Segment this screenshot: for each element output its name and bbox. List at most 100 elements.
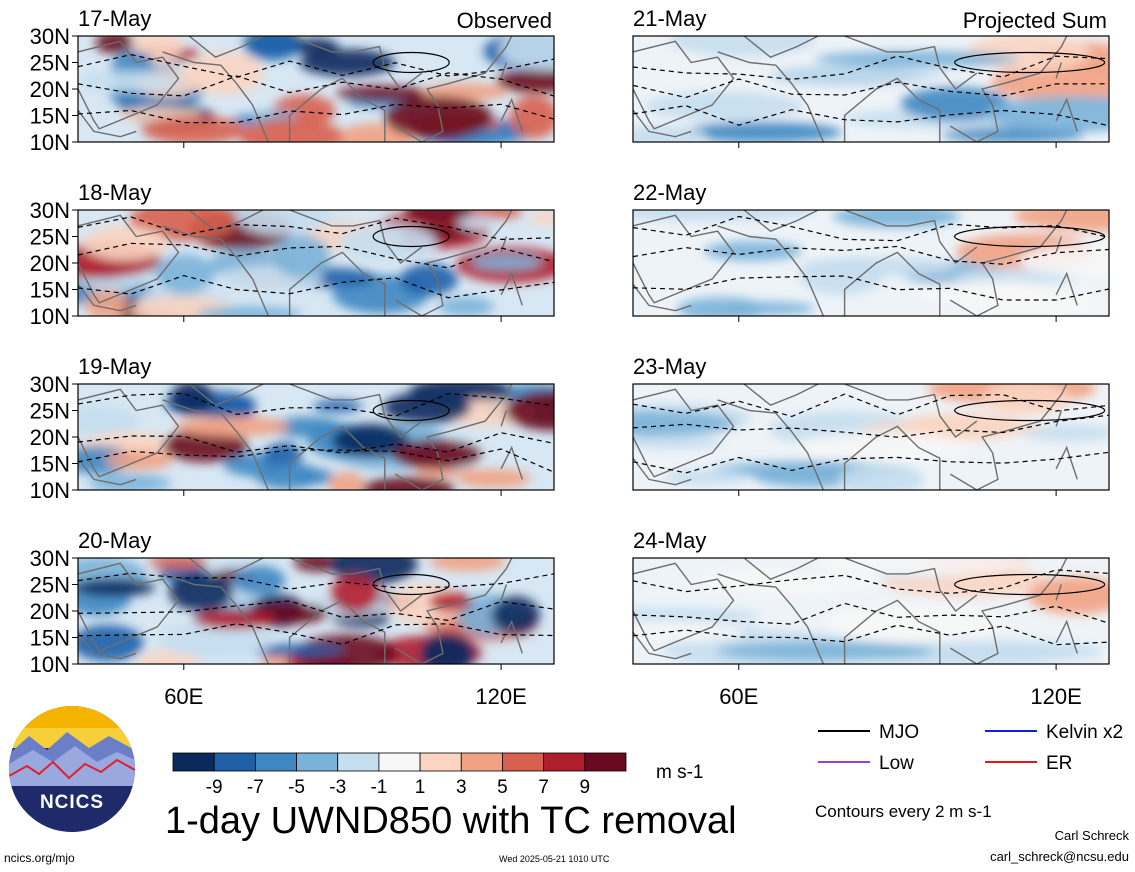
legend-label: Low <box>879 753 914 774</box>
mjo-contour <box>954 399 1106 422</box>
wind-anomaly-blob <box>294 634 398 664</box>
wind-anomaly-blob <box>78 624 144 662</box>
y-tick-label: 10N <box>30 130 70 155</box>
wind-anomaly-blob <box>983 384 1071 415</box>
colorbar-tick-label: -1 <box>370 777 387 798</box>
panel-date: 18-May <box>78 180 151 205</box>
wind-anomaly-blob <box>399 263 458 296</box>
legend: MJO Kelvin x2 Low ER <box>818 722 1123 774</box>
wind-anomaly-blob <box>331 423 410 458</box>
wind-anomaly-blob <box>633 410 736 437</box>
contours <box>633 569 1109 646</box>
site-url: ncics.org/mjo <box>4 851 75 865</box>
wind-anomaly-blob <box>438 297 494 316</box>
wind-anomaly-blob <box>491 596 540 635</box>
coastlines <box>78 36 523 142</box>
y-tick-label: 15N <box>30 104 70 129</box>
coastlines <box>633 558 1078 664</box>
wind-anomaly-blob <box>420 632 475 664</box>
wind-anomaly-blob <box>383 391 471 424</box>
y-tick-label: 10N <box>30 478 70 503</box>
map-panel: 24-May <box>632 528 1110 670</box>
wind-anomaly-blob <box>633 125 707 142</box>
y-tick-label: 30N <box>30 546 70 571</box>
colorbar-swatch <box>296 752 339 772</box>
wind-anomaly-blob <box>499 36 554 71</box>
wind-anomaly-blob <box>162 429 248 463</box>
mjo-contour <box>372 399 450 422</box>
wind-anomaly-blob <box>328 471 366 490</box>
legend-label: Kelvin x2 <box>1046 722 1123 743</box>
wind-anomaly-blob <box>669 36 817 57</box>
units-label: m s-1 <box>656 762 704 783</box>
colorbar-swatch <box>213 752 256 772</box>
timestamp: Wed 2025-05-21 1010 UTC <box>499 854 610 864</box>
wind-anomaly-blob <box>470 254 543 270</box>
panel-frame <box>632 35 1110 143</box>
coastlines <box>633 210 1078 316</box>
colorbar-swatch <box>543 752 586 772</box>
wind-anomaly-blob <box>644 91 804 121</box>
map-panel: 21-May <box>632 6 1110 148</box>
wind-anomaly-blob <box>232 565 286 596</box>
wind-anomaly-blob <box>633 435 724 450</box>
wind-anomaly-blob <box>330 574 379 613</box>
contours <box>78 216 554 299</box>
wind-anomaly-blob <box>293 558 342 572</box>
colorbar-swatch <box>254 752 297 772</box>
wind-anomaly-blob <box>336 85 430 101</box>
x-tick-label: 60E <box>164 684 203 709</box>
wind-anomaly-blob <box>246 36 301 58</box>
y-tick-label: 20N <box>30 77 70 102</box>
colorbar-swatch <box>337 752 380 772</box>
y-tick-label: 25N <box>30 573 70 598</box>
y-tick-label: 30N <box>30 24 70 49</box>
logo-text: NCICS <box>39 792 105 813</box>
wind-anomaly-blob <box>202 396 256 422</box>
y-tick-label: 30N <box>30 372 70 397</box>
wind-anomaly-blob <box>312 400 363 413</box>
mountain-logo-icon <box>9 706 135 832</box>
wind-anomaly-blob <box>703 241 803 261</box>
wind-anomaly-blob <box>78 71 181 92</box>
y-tick-label: 15N <box>30 278 70 303</box>
wind-anomaly-blob <box>234 210 331 236</box>
wind-anomaly-blob <box>81 226 169 262</box>
wind-anomaly-blob <box>838 464 924 490</box>
wind-anomaly-blob <box>985 95 1109 133</box>
contours <box>78 51 554 124</box>
coastlines <box>633 36 1078 142</box>
wind-anomaly-blob <box>795 431 972 461</box>
mjo-contour <box>954 573 1106 596</box>
author-name: Carl Schreck <box>1054 828 1129 843</box>
legend-label: MJO <box>879 722 919 743</box>
wind-anomaly-blob <box>148 558 208 570</box>
mjo-contour <box>954 225 1106 248</box>
wind-anomaly-blob <box>528 211 554 226</box>
wind-anomaly-blob <box>158 621 273 659</box>
colorbar-tick-label: 3 <box>456 777 467 798</box>
wind-anomaly-blob <box>78 405 140 435</box>
wind-anomaly-blob <box>299 49 396 77</box>
wind-anomaly-blob <box>457 469 531 489</box>
wind-anomaly-blob <box>900 87 1011 121</box>
wind-anomaly-blob <box>716 641 933 661</box>
wind-anomaly-blob <box>154 254 215 293</box>
contour-note: Contours every 2 m s-1 <box>815 802 992 821</box>
coastlines <box>78 210 523 316</box>
colorbar-tick-label: -5 <box>288 777 305 798</box>
colorbar-tick-label: 7 <box>538 777 549 798</box>
wind-anomaly-blob <box>824 603 1005 644</box>
panel-grid: Observed17-May30N25N20N15N10N18-May30N25… <box>30 6 1110 709</box>
wind-anomaly-blob <box>882 640 1103 663</box>
colorbar-swatch <box>419 752 462 772</box>
contours <box>633 215 1109 301</box>
figure-title: 1-day UWND850 with TC removal <box>165 800 737 842</box>
colorbar-tick-label: 1 <box>415 777 426 798</box>
wind-anomaly-blob <box>391 439 482 469</box>
wind-anomaly-blob <box>1018 243 1109 278</box>
wind-anomaly-blob <box>255 461 320 490</box>
mjo-contour <box>372 573 450 596</box>
